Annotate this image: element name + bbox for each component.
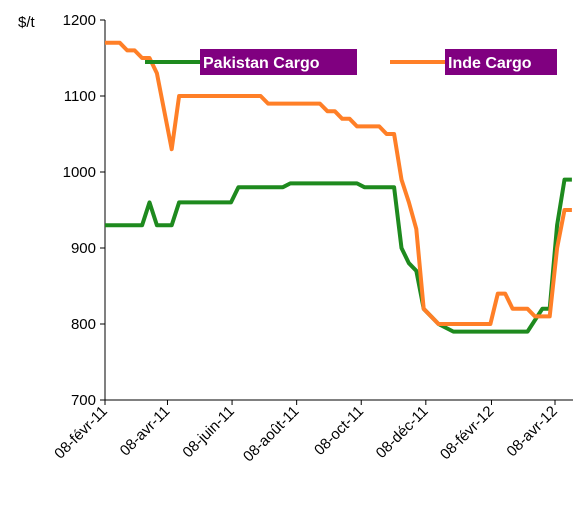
legend-box [200, 49, 357, 75]
y-tick-label: 800 [71, 316, 96, 333]
x-tick-label: 08-févr-11 [51, 403, 111, 463]
legend-box [445, 49, 557, 75]
x-tick-label: 08-févr-12 [437, 403, 497, 463]
x-tick-label: 08-avr-12 [503, 403, 560, 460]
y-tick-label: 1100 [64, 88, 96, 105]
legend-label: Pakistan Cargo [203, 55, 320, 72]
series-line [105, 40, 572, 326]
x-tick-label: 08-août-11 [240, 403, 303, 466]
y-tick-label: 1000 [63, 164, 96, 181]
y-tick-label: 1200 [63, 12, 96, 29]
x-tick-label: 08-déc-11 [373, 403, 432, 462]
y-tick-label: 700 [71, 392, 96, 409]
y-axis-label: $/t [18, 14, 36, 31]
y-tick-label: 900 [71, 240, 96, 257]
series-line [105, 177, 572, 334]
legend-label: Inde Cargo [448, 55, 532, 72]
x-tick-label: 08-avr-11 [117, 403, 174, 460]
x-tick-label: 08-oct-11 [311, 403, 367, 459]
x-tick-label: 08-juin-11 [179, 403, 237, 461]
